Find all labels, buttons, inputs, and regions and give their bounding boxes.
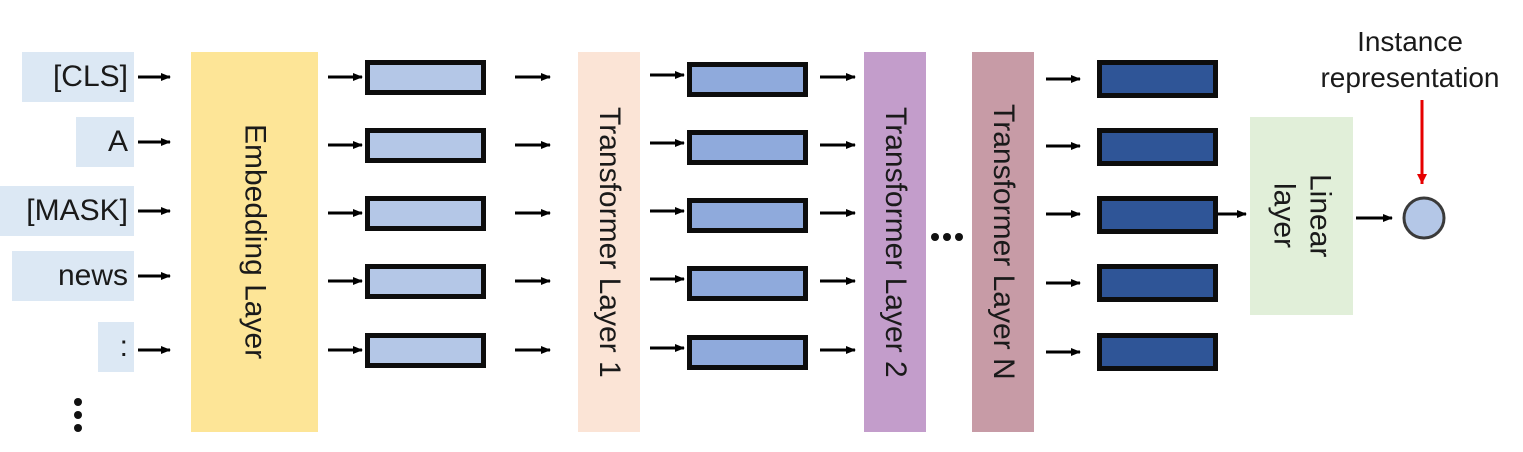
embedding-output-vector: [365, 60, 486, 95]
embedding-to-vector-arrows: [328, 73, 363, 354]
instance-representation-annotation: Instance representation: [1300, 24, 1520, 96]
vector-to-layer2-arrows: [820, 73, 856, 354]
transformer-layer-2-label: Transformer Layer 2: [879, 106, 912, 378]
transformer-layer-n-label: Transformer Layer N: [987, 104, 1020, 380]
final-output-vector: [1097, 60, 1218, 98]
token-colon: :: [98, 322, 134, 372]
transformer-layer-1: Transformer Layer 1: [578, 52, 640, 432]
token-arrows: [138, 73, 171, 354]
linear-layer: Linear layer: [1250, 117, 1353, 315]
vertical-ellipsis: [74, 398, 82, 432]
transformer-layer-1-label: Transformer Layer 1: [593, 106, 626, 378]
transformer-layer-n: Transformer Layer N: [972, 52, 1034, 432]
layer1-output-vector: [687, 62, 808, 97]
embedding-layer: Embedding Layer: [191, 52, 318, 432]
layer1-output-vector: [687, 198, 808, 233]
annotation-line-1: Instance: [1357, 26, 1463, 57]
instance-representation-node: [1402, 196, 1446, 240]
transformer-layer-2: Transformer Layer 2: [864, 52, 926, 432]
final-output-vector: [1097, 196, 1218, 234]
final-output-vector: [1097, 333, 1218, 371]
embedding-output-vector: [365, 264, 486, 299]
token-a: A: [76, 117, 134, 167]
token-cls: [CLS]: [22, 52, 134, 102]
layer1-to-vector-arrows: [650, 71, 685, 352]
embedding-output-vector: [365, 128, 486, 163]
vector-to-layer1-arrows: [515, 73, 551, 354]
layer1-output-vector: [687, 335, 808, 370]
embedding-output-vector: [365, 333, 486, 368]
embedding-layer-label: Embedding Layer: [238, 124, 272, 360]
annotation-line-2: representation: [1320, 62, 1500, 93]
token-mask: [MASK]: [0, 186, 134, 236]
embedding-output-vector: [365, 196, 486, 231]
layer1-output-vector: [687, 130, 808, 165]
linear-layer-label: Linear layer: [1267, 174, 1337, 258]
horizontal-ellipsis: [931, 233, 963, 241]
layerN-to-vector-arrows: [1046, 75, 1081, 356]
final-output-vector: [1097, 264, 1218, 302]
final-output-vector: [1097, 128, 1218, 166]
layer1-output-vector: [687, 266, 808, 301]
token-news: news: [12, 251, 134, 301]
